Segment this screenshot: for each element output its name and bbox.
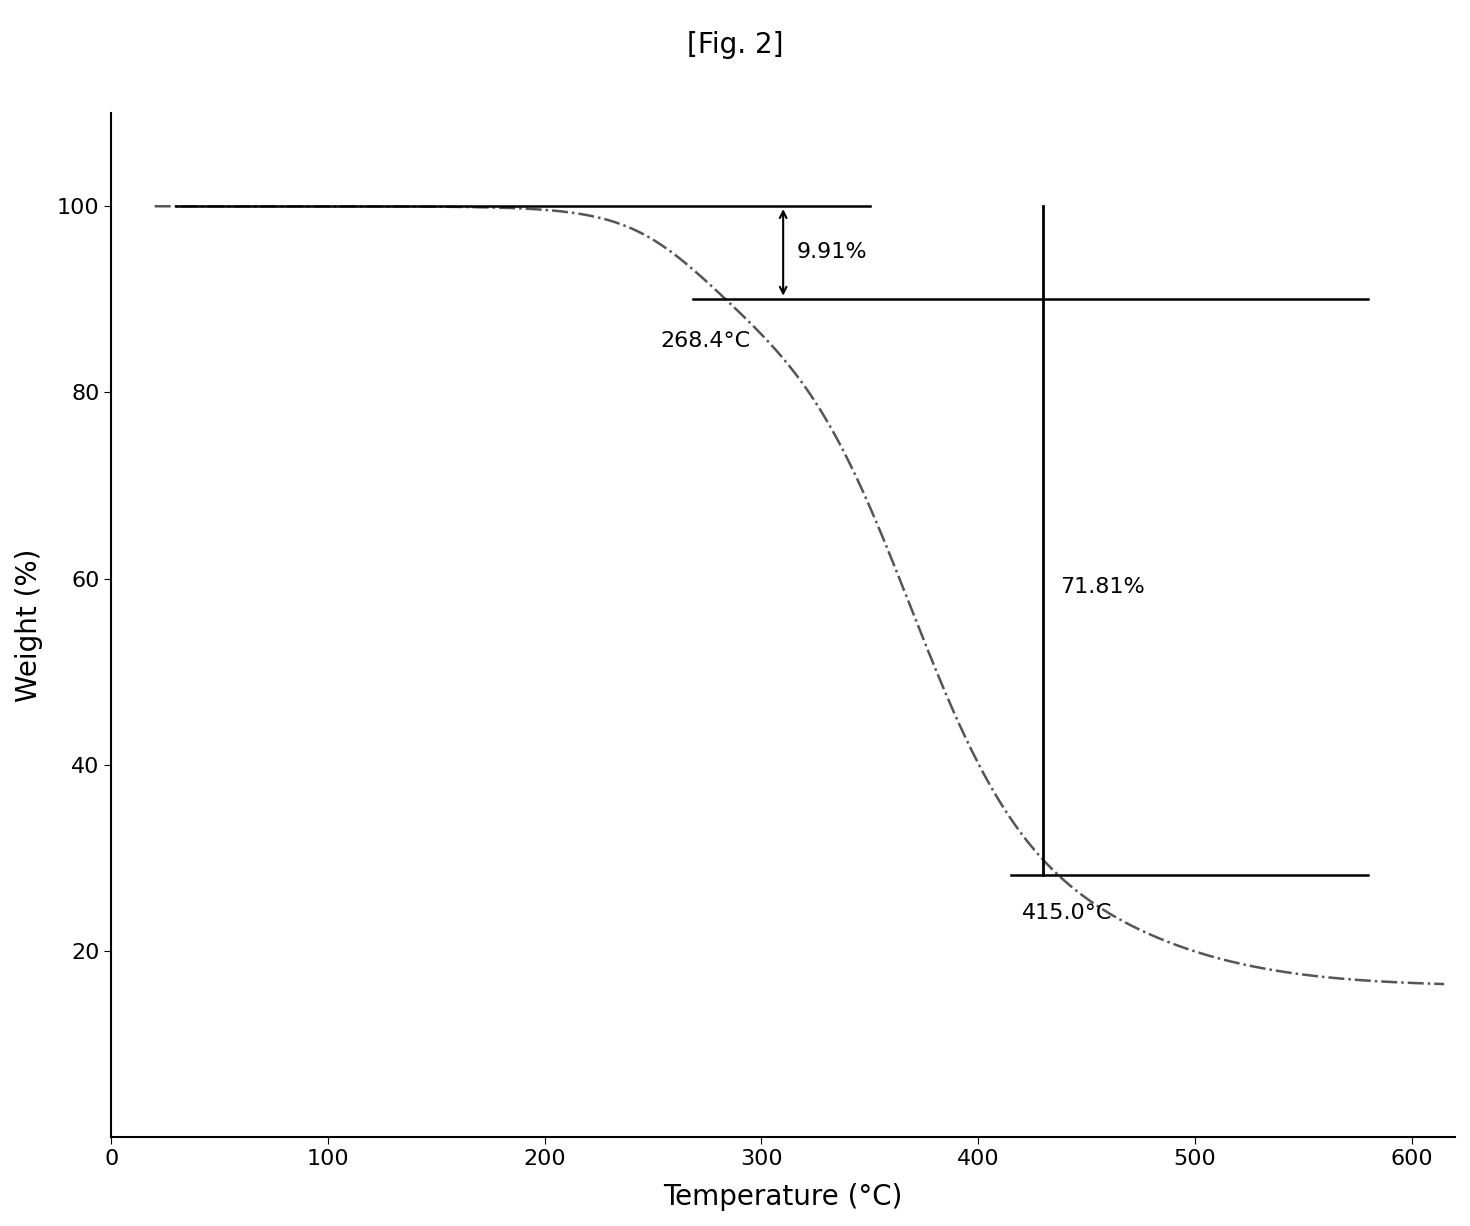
Text: 268.4°C: 268.4°C [660, 331, 751, 351]
Text: 9.91%: 9.91% [797, 243, 867, 262]
Text: [Fig. 2]: [Fig. 2] [686, 31, 784, 59]
X-axis label: Temperature (°C): Temperature (°C) [663, 1183, 903, 1211]
Text: 415.0°C: 415.0°C [1022, 902, 1111, 923]
Text: 71.81%: 71.81% [1060, 576, 1145, 597]
Y-axis label: Weight (%): Weight (%) [15, 548, 43, 702]
